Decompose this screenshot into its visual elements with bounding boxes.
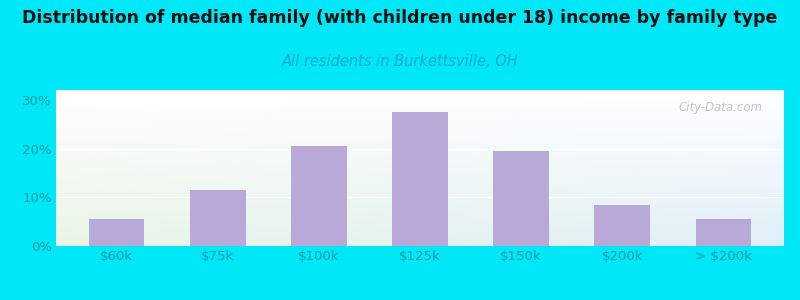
Text: All residents in Burkettsville, OH: All residents in Burkettsville, OH (282, 54, 518, 69)
Text: Distribution of median family (with children under 18) income by family type: Distribution of median family (with chil… (22, 9, 778, 27)
Text: City-Data.com: City-Data.com (678, 101, 762, 114)
Bar (291, 146, 346, 246)
Bar (392, 112, 448, 246)
Bar (494, 151, 549, 246)
Bar (695, 219, 751, 246)
Bar (190, 190, 246, 246)
Bar (594, 205, 650, 246)
Bar (89, 219, 145, 246)
